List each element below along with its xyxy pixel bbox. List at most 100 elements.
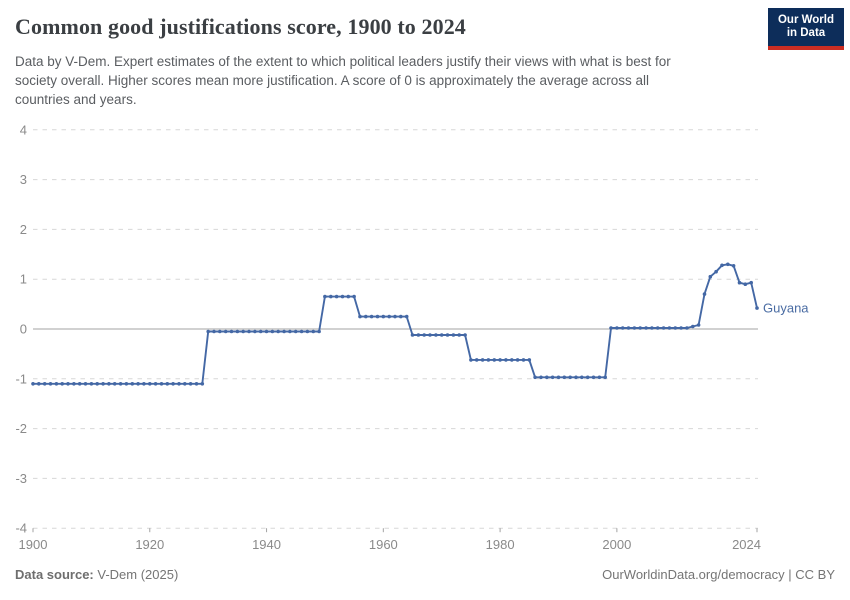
data-point[interactable] [585,375,590,380]
data-point[interactable] [399,314,403,319]
data-point[interactable] [731,264,736,268]
data-point[interactable] [439,333,444,337]
data-point[interactable] [556,375,561,380]
data-point[interactable] [329,294,333,299]
data-point[interactable] [486,358,491,362]
data-point[interactable] [218,329,222,334]
data-point[interactable] [369,314,374,319]
data-point[interactable] [626,326,631,330]
data-point[interactable] [498,358,502,362]
data-point[interactable] [708,274,713,279]
data-point[interactable] [258,329,263,334]
data-point[interactable] [276,329,281,334]
data-point[interactable] [673,326,678,330]
data-point[interactable] [311,329,316,334]
data-point[interactable] [124,382,129,386]
data-point[interactable] [223,329,228,334]
data-point[interactable] [37,382,41,386]
data-point[interactable] [358,314,362,319]
data-point[interactable] [212,329,216,334]
data-point[interactable] [48,382,53,386]
data-point[interactable] [451,333,456,337]
data-point[interactable] [679,326,683,330]
data-point[interactable] [235,329,240,334]
data-point[interactable] [667,326,672,330]
data-point[interactable] [323,294,327,299]
data-point[interactable] [101,382,105,386]
data-point[interactable] [655,326,660,330]
data-point[interactable] [755,306,759,310]
data-point[interactable] [580,375,584,380]
data-point[interactable] [533,375,537,380]
data-point[interactable] [480,358,485,362]
data-point[interactable] [171,382,175,386]
data-point[interactable] [620,326,625,330]
data-point[interactable] [334,294,339,299]
data-point[interactable] [95,382,99,386]
data-point[interactable] [749,280,753,285]
data-point[interactable] [737,280,742,285]
data-point[interactable] [404,314,409,319]
data-point[interactable] [685,326,689,330]
entity-label-guyana[interactable]: Guyana [763,301,809,316]
data-point[interactable] [77,382,82,386]
data-point[interactable] [346,294,351,299]
data-point[interactable] [153,382,158,386]
data-point[interactable] [60,382,64,386]
data-point[interactable] [136,382,140,386]
data-point[interactable] [539,375,543,380]
data-point[interactable] [83,382,88,386]
data-point[interactable] [691,324,695,329]
data-point[interactable] [696,323,701,327]
data-point[interactable] [381,314,386,319]
data-point[interactable] [428,333,432,337]
data-point[interactable] [650,326,654,330]
data-point[interactable] [177,382,181,386]
data-point[interactable] [632,326,637,330]
data-point[interactable] [474,358,479,362]
data-point[interactable] [410,333,415,337]
data-point[interactable] [510,358,514,362]
data-point[interactable] [591,375,596,380]
data-point[interactable] [142,382,146,386]
data-point[interactable] [550,375,555,380]
data-point[interactable] [247,329,251,334]
data-point[interactable] [416,333,421,337]
data-point[interactable] [463,333,467,337]
data-point[interactable] [638,326,642,330]
data-point[interactable] [434,333,438,337]
data-point[interactable] [288,329,292,334]
data-point[interactable] [562,375,567,380]
data-point[interactable] [148,382,152,386]
data-point[interactable] [521,358,526,362]
data-point[interactable] [118,382,123,386]
data-point[interactable] [445,333,450,337]
data-point[interactable] [375,314,380,319]
data-point[interactable] [527,358,532,362]
data-point[interactable] [112,382,117,386]
data-point[interactable] [720,263,724,268]
data-point[interactable] [609,326,613,330]
data-point[interactable] [504,358,508,362]
data-point[interactable] [393,314,397,319]
data-point[interactable] [264,329,269,334]
data-point[interactable] [194,382,199,386]
data-point[interactable] [183,382,187,386]
data-point[interactable] [568,375,572,380]
data-point[interactable] [492,358,497,362]
data-point[interactable] [282,329,286,334]
data-point[interactable] [66,382,70,386]
data-point[interactable] [515,358,520,362]
series-line[interactable] [32,263,758,385]
data-point[interactable] [545,375,549,380]
data-point[interactable] [42,382,47,386]
data-point[interactable] [229,329,234,334]
data-point[interactable] [130,382,135,386]
data-point[interactable] [364,314,368,319]
data-point[interactable] [54,382,59,386]
data-point[interactable] [615,326,619,330]
data-point[interactable] [661,326,666,330]
data-point[interactable] [743,282,748,287]
data-point[interactable] [387,314,392,319]
data-point[interactable] [165,382,170,386]
